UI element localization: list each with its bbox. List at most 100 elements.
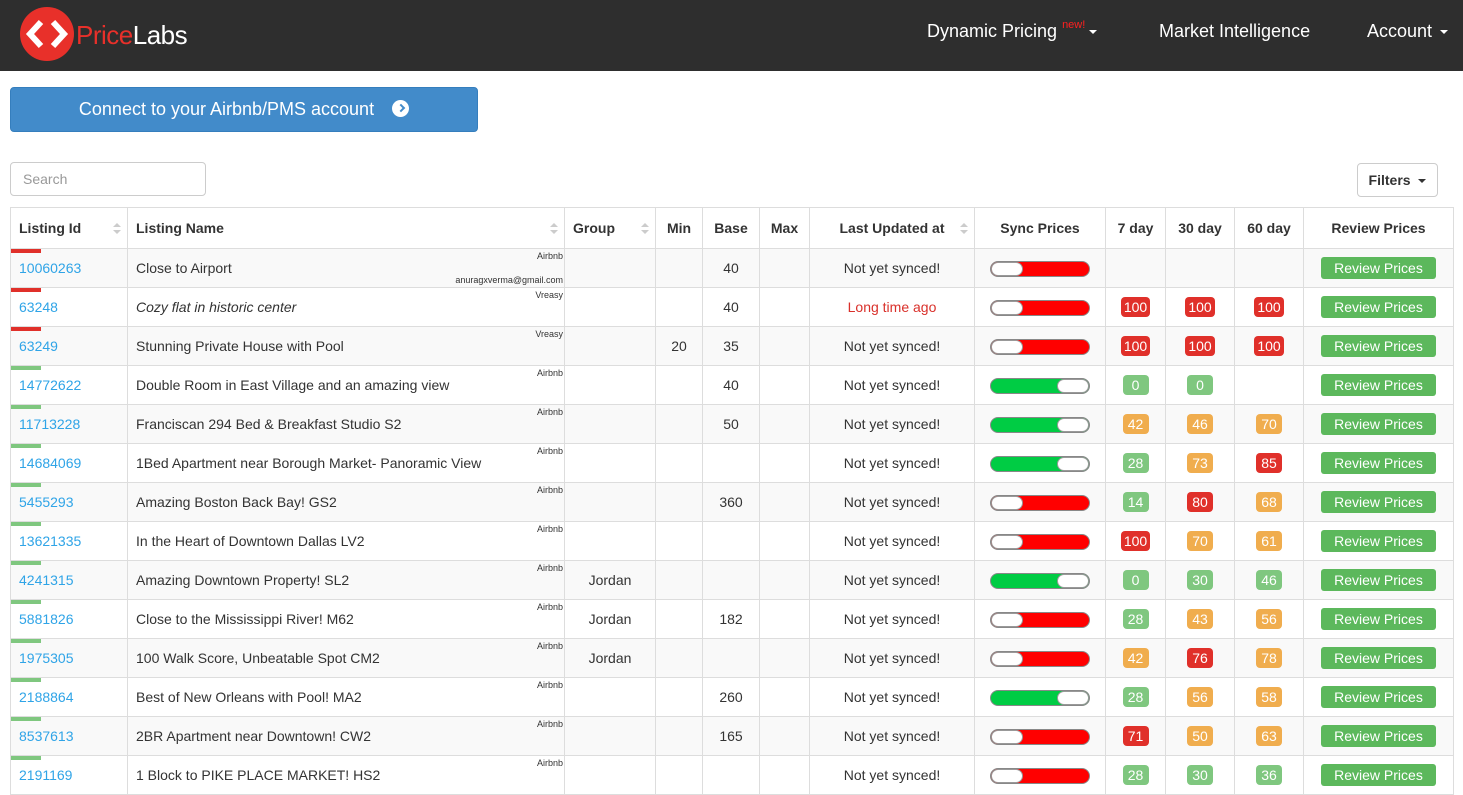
status-flag <box>11 600 41 604</box>
listing-id-cell: 2191169 <box>10 755 128 795</box>
review-button[interactable]: Review Prices <box>1321 764 1436 786</box>
column-header[interactable]: Listing Name <box>127 207 565 249</box>
base-cell <box>702 755 760 795</box>
sync-toggle[interactable] <box>990 494 1090 511</box>
nav-item[interactable]: Dynamic Pricing new! <box>927 19 1098 42</box>
toggle-knob <box>991 261 1023 276</box>
listing-row: 2191169 1 Block to PIKE PLACE MARKET! HS2… <box>10 755 1454 795</box>
review-cell: Review Prices <box>1303 326 1454 366</box>
listing-id-link[interactable]: 14684069 <box>19 455 82 471</box>
sync-cell <box>974 248 1106 288</box>
sync-toggle[interactable] <box>990 299 1090 316</box>
sync-toggle[interactable] <box>990 611 1090 628</box>
occupancy-badge: 42 <box>1122 648 1149 668</box>
occupancy-badge: 28 <box>1122 687 1149 707</box>
listing-id-link[interactable]: 13621335 <box>19 533 82 549</box>
search-input[interactable] <box>10 162 206 196</box>
base-value: 165 <box>719 728 743 744</box>
listing-name: Cozy flat in historic center <box>136 299 297 315</box>
last-updated-cell: Long time ago <box>809 287 975 327</box>
listing-id-link[interactable]: 8537613 <box>19 728 74 744</box>
brand[interactable]: PriceLabs <box>76 20 188 51</box>
review-button[interactable]: Review Prices <box>1321 335 1436 357</box>
nav-item[interactable]: Account <box>1367 21 1449 42</box>
sync-toggle[interactable] <box>990 260 1090 277</box>
column-header[interactable]: Group <box>564 207 656 249</box>
listing-row: 14684069 1Bed Apartment near Borough Mark… <box>10 443 1454 483</box>
listing-id-link[interactable]: 5881826 <box>19 611 74 627</box>
review-button[interactable]: Review Prices <box>1321 530 1436 552</box>
review-button[interactable]: Review Prices <box>1321 647 1436 669</box>
listing-id-link[interactable]: 2188864 <box>19 689 74 705</box>
status-flag <box>11 288 41 292</box>
review-button[interactable]: Review Prices <box>1321 491 1436 513</box>
sync-toggle[interactable] <box>990 728 1090 745</box>
listing-id-link[interactable]: 10060263 <box>19 260 82 276</box>
toggle-knob <box>1057 573 1089 588</box>
sync-toggle[interactable] <box>990 572 1090 589</box>
max-cell <box>759 248 810 288</box>
occupancy-badge: 100 <box>1120 531 1151 551</box>
review-button[interactable]: Review Prices <box>1321 686 1436 708</box>
listing-id-link[interactable]: 5455293 <box>19 494 74 510</box>
review-button[interactable]: Review Prices <box>1321 296 1436 318</box>
listing-row: 4241315 Amazing Downtown Property! SL2 Air… <box>10 560 1454 600</box>
sync-toggle[interactable] <box>990 689 1090 706</box>
column-header: 30 day <box>1165 207 1235 249</box>
sync-cell <box>974 365 1106 405</box>
sync-toggle[interactable] <box>990 533 1090 550</box>
listing-name-cell: 100 Walk Score, Unbeatable Spot CM2 Airbn… <box>127 638 565 678</box>
review-button[interactable]: Review Prices <box>1321 569 1436 591</box>
listing-id-link[interactable]: 63248 <box>19 299 58 315</box>
listing-name: In the Heart of Downtown Dallas LV2 <box>136 533 365 549</box>
listing-id-link[interactable]: 1975305 <box>19 650 74 666</box>
listing-id-link[interactable]: 2191169 <box>19 767 73 783</box>
day60-cell: 63 <box>1234 716 1304 756</box>
filters-button[interactable]: Filters <box>1357 163 1438 197</box>
listing-name-cell: In the Heart of Downtown Dallas LV2 Airbn… <box>127 521 565 561</box>
sync-toggle[interactable] <box>990 377 1090 394</box>
sync-toggle[interactable] <box>990 338 1090 355</box>
listing-source: Airbnb <box>536 641 563 651</box>
occupancy-badge: 78 <box>1256 648 1282 668</box>
listing-id-link[interactable]: 63249 <box>19 338 58 354</box>
listing-source: Airbnb <box>536 251 563 261</box>
review-button[interactable]: Review Prices <box>1321 257 1436 279</box>
day7-cell: 28 <box>1105 755 1166 795</box>
day60-cell <box>1234 365 1304 405</box>
status-flag <box>11 678 41 682</box>
toggle-knob <box>1057 378 1089 393</box>
day30-cell: 30 <box>1165 755 1235 795</box>
group-cell <box>564 677 656 717</box>
connect-button[interactable]: Connect to your Airbnb/PMS account <box>10 87 478 132</box>
group-cell <box>564 443 656 483</box>
occupancy-badge: 73 <box>1187 453 1213 473</box>
day7-cell: 100 <box>1105 287 1166 327</box>
occupancy-badge: 30 <box>1187 765 1213 785</box>
occupancy-badge: 80 <box>1187 492 1213 512</box>
nav-item[interactable]: Market Intelligence <box>1159 21 1310 42</box>
base-value: 260 <box>719 689 743 705</box>
listing-source: Airbnb <box>536 485 563 495</box>
group-cell <box>564 482 656 522</box>
group-cell <box>564 365 656 405</box>
listing-id-link[interactable]: 11713228 <box>19 416 81 432</box>
review-button[interactable]: Review Prices <box>1321 608 1436 630</box>
status-flag <box>11 561 41 565</box>
column-header[interactable]: Listing Id <box>10 207 128 249</box>
sync-toggle[interactable] <box>990 455 1090 472</box>
review-button[interactable]: Review Prices <box>1321 413 1436 435</box>
review-button[interactable]: Review Prices <box>1321 374 1436 396</box>
listing-source: Vreasy <box>535 329 563 339</box>
day30-cell: 46 <box>1165 404 1235 444</box>
sync-toggle[interactable] <box>990 416 1090 433</box>
sync-toggle[interactable] <box>990 650 1090 667</box>
review-button[interactable]: Review Prices <box>1321 725 1436 747</box>
listing-id-link[interactable]: 14772622 <box>19 377 82 393</box>
review-button[interactable]: Review Prices <box>1321 452 1436 474</box>
sync-toggle[interactable] <box>990 767 1090 784</box>
column-header[interactable]: Last Updated at <box>809 207 975 249</box>
occupancy-badge: 61 <box>1256 531 1282 551</box>
day60-cell: 70 <box>1234 404 1304 444</box>
listing-id-link[interactable]: 4241315 <box>19 572 74 588</box>
